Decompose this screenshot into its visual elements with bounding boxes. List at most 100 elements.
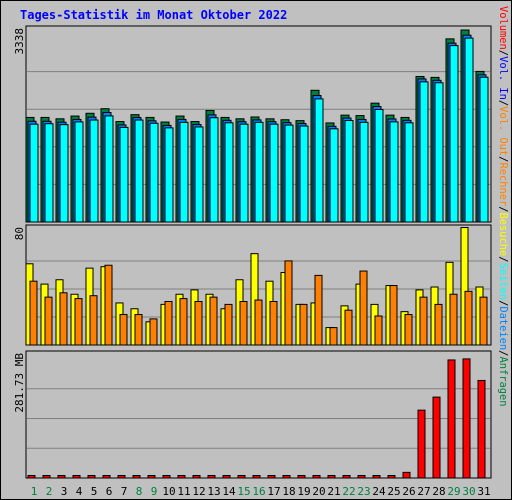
volume-bar bbox=[432, 396, 441, 479]
x-tick-label: 25 bbox=[387, 485, 400, 498]
pages-bar bbox=[209, 117, 219, 223]
volume-bar bbox=[42, 475, 51, 479]
x-tick-label: 5 bbox=[91, 485, 98, 498]
x-tick-label: 29 bbox=[447, 485, 460, 498]
pages-bar bbox=[239, 123, 249, 223]
volume-bar bbox=[312, 475, 321, 479]
legend-item: Rechner bbox=[497, 162, 509, 206]
legend-item: Seiten bbox=[497, 263, 509, 301]
pages-bar bbox=[194, 126, 204, 223]
pages-bar bbox=[299, 125, 309, 223]
hosts-bar bbox=[134, 314, 143, 346]
x-tick-label: 14 bbox=[222, 485, 236, 498]
volume-bar bbox=[372, 475, 381, 479]
x-tick-label: 9 bbox=[151, 485, 158, 498]
hosts-bar bbox=[149, 318, 158, 346]
hosts-bar bbox=[374, 315, 383, 346]
hosts-bar bbox=[104, 264, 113, 346]
legend-item: Vol. In bbox=[497, 56, 509, 100]
volume-bar bbox=[237, 475, 246, 479]
volume-bar bbox=[147, 475, 156, 479]
pages-bar bbox=[44, 123, 54, 223]
pages-bar bbox=[149, 122, 159, 223]
hosts-bar bbox=[404, 314, 413, 346]
hosts-bar bbox=[224, 303, 233, 346]
hosts-bar bbox=[89, 295, 98, 346]
hosts-bar bbox=[314, 274, 323, 346]
volume-bar bbox=[402, 471, 411, 479]
volume-bar bbox=[387, 475, 396, 479]
hosts-bar bbox=[74, 298, 83, 346]
x-tick-label: 22 bbox=[342, 485, 355, 498]
volume-bar bbox=[462, 358, 471, 479]
pages-bar bbox=[464, 37, 474, 223]
x-tick-label: 3 bbox=[61, 485, 68, 498]
volume-bar bbox=[102, 475, 111, 479]
hosts-bar bbox=[434, 303, 443, 346]
volume-bar bbox=[162, 475, 171, 479]
pages-bar bbox=[134, 119, 144, 223]
x-tick-label: 30 bbox=[462, 485, 475, 498]
legend-item: Anfragen bbox=[497, 356, 509, 406]
y-axis-max-label-3: 281.73 MB bbox=[13, 353, 26, 413]
hosts-bar bbox=[239, 301, 248, 346]
hosts-bar bbox=[44, 296, 53, 346]
x-tick-label: 7 bbox=[121, 485, 128, 498]
x-tick-label: 26 bbox=[402, 485, 415, 498]
hosts-bar bbox=[479, 296, 488, 346]
pages-bar bbox=[314, 98, 324, 223]
volume-bar bbox=[117, 475, 126, 479]
pages-bar bbox=[224, 122, 234, 223]
x-tick-label: 21 bbox=[327, 485, 340, 498]
hosts-bar bbox=[329, 327, 338, 346]
x-tick-label: 1 bbox=[31, 485, 38, 498]
legend-item: / bbox=[497, 206, 509, 212]
volume-bar bbox=[207, 475, 216, 479]
volume-bar bbox=[267, 475, 276, 479]
x-tick-label: 13 bbox=[207, 485, 220, 498]
pages-bar bbox=[254, 121, 264, 223]
volume-panel bbox=[25, 350, 492, 479]
legend-item: Dateien bbox=[497, 306, 509, 350]
pages-bar bbox=[374, 108, 384, 223]
legend-item: Vol. Out bbox=[497, 106, 509, 156]
pages-bar bbox=[269, 123, 279, 223]
hosts-bar bbox=[164, 301, 173, 346]
hosts-bar bbox=[299, 303, 308, 346]
volume-bar bbox=[132, 475, 141, 479]
volume-bar bbox=[447, 359, 456, 479]
hosts-bar bbox=[254, 299, 263, 346]
hosts-bar bbox=[344, 309, 353, 346]
hosts-bar bbox=[419, 296, 428, 346]
legend-item: / bbox=[497, 156, 509, 162]
volume-bar bbox=[327, 475, 336, 479]
x-tick-label: 11 bbox=[177, 485, 190, 498]
pages-bar bbox=[164, 127, 174, 223]
x-tick-label: 19 bbox=[297, 485, 310, 498]
volume-bar bbox=[252, 475, 261, 479]
pages-bar bbox=[344, 120, 354, 223]
x-tick-label: 17 bbox=[267, 485, 280, 498]
x-tick-label: 2 bbox=[46, 485, 53, 498]
hosts-bar bbox=[29, 280, 38, 346]
x-tick-label: 16 bbox=[252, 485, 265, 498]
hosts-bar bbox=[464, 290, 473, 346]
x-tick-label: 20 bbox=[312, 485, 325, 498]
volume-bar bbox=[357, 475, 366, 479]
volume-bar bbox=[297, 475, 306, 479]
y-axis-max-label-2: 80 bbox=[13, 227, 26, 240]
hosts-bar bbox=[209, 296, 218, 346]
pages-bar bbox=[119, 126, 129, 223]
pages-bar bbox=[449, 45, 459, 223]
x-tick-label: 8 bbox=[136, 485, 143, 498]
x-tick-label: 31 bbox=[477, 485, 490, 498]
volume-bar bbox=[27, 475, 36, 479]
y-axis-max-label-1: 3338 bbox=[13, 28, 26, 55]
pages-bar bbox=[74, 121, 84, 223]
pages-bar bbox=[179, 121, 189, 223]
pages-bar bbox=[434, 82, 444, 223]
legend-item: / bbox=[497, 256, 509, 262]
pages-bar bbox=[104, 115, 114, 223]
